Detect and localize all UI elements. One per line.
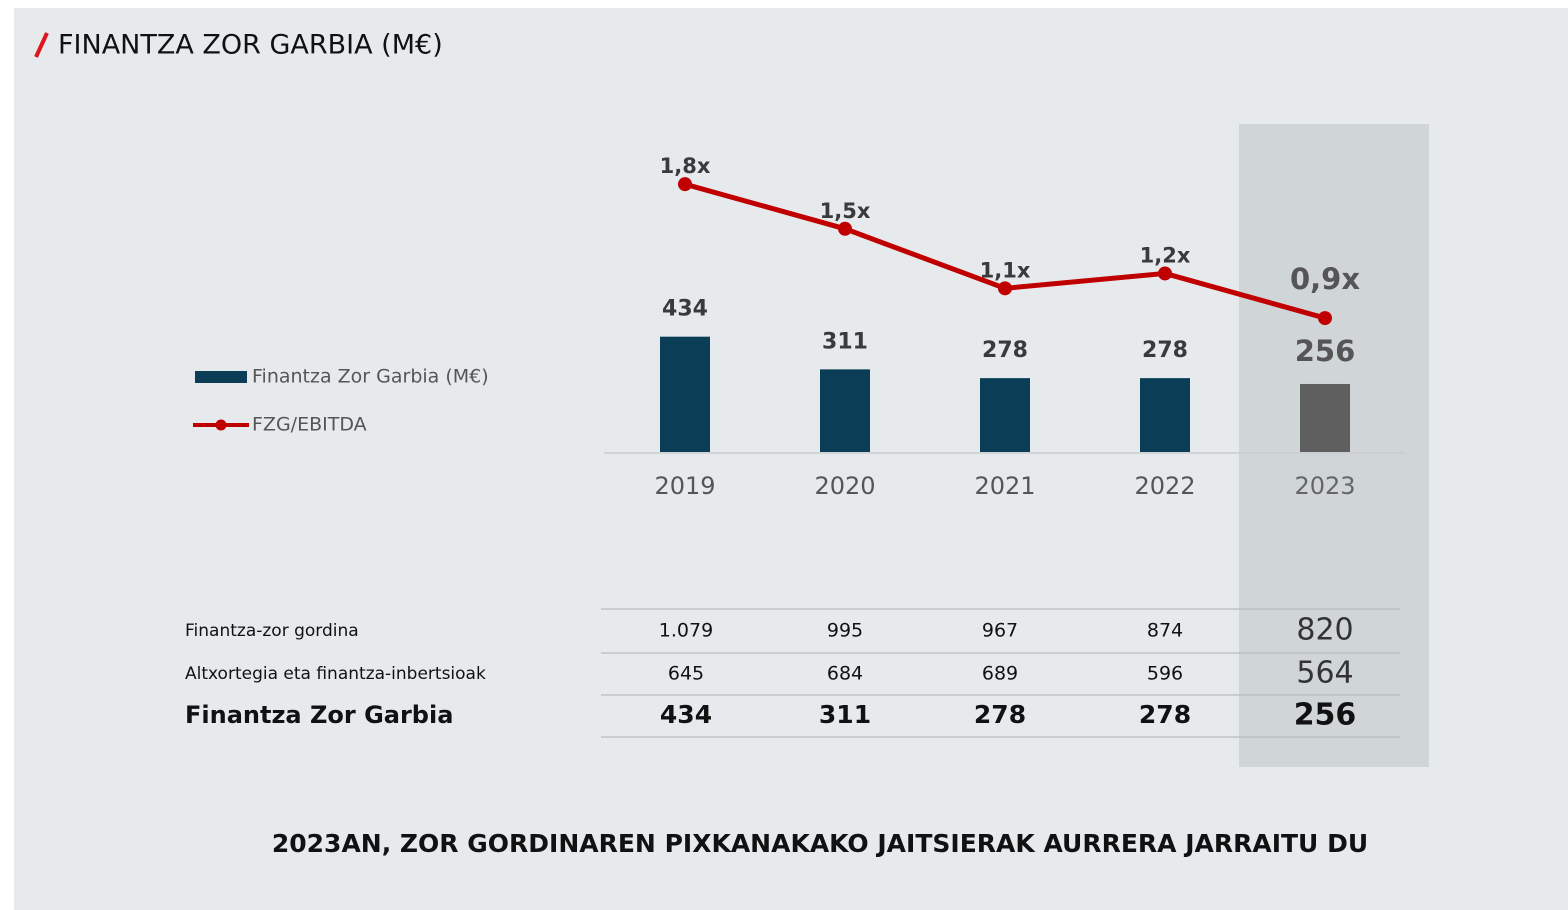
bar-value-label: 311 [822,329,868,354]
line-marker [678,177,692,192]
table-cell: 278 [974,700,1026,729]
x-tick-label: 2021 [974,472,1035,500]
line-value-label: 1,8x [660,154,711,178]
footer-text: 2023AN, ZOR GORDINAREN PIXKANAKAKO JAITS… [272,829,1368,858]
bar [980,378,1030,452]
line-marker [1318,311,1332,326]
x-tick-label: 2023 [1294,472,1355,500]
bar [1140,378,1190,452]
table-cell: 434 [660,700,712,729]
table-cell: 564 [1296,656,1353,691]
table-cell: 596 [1147,663,1183,685]
line-value-label: 0,9x [1290,262,1360,296]
line-marker [998,281,1012,296]
line-marker [1158,266,1172,281]
bar-value-label: 434 [662,297,708,322]
row-label: Finantza Zor Garbia [185,701,453,729]
line-value-label: 1,5x [820,199,871,223]
table-cell: 256 [1294,698,1357,733]
table-cell: 645 [668,663,704,685]
bar-value-label: 278 [982,338,1028,363]
x-tick-label: 2019 [654,472,715,500]
table-cell: 278 [1139,700,1191,729]
title-slash [34,32,49,58]
x-tick-label: 2022 [1134,472,1195,500]
bar [820,369,870,452]
table-cell: 995 [827,620,863,642]
row-label: Altxortegia eta finantza-inbertsioak [185,664,486,684]
table-cell: 820 [1296,613,1353,648]
line-value-label: 1,1x [980,258,1031,282]
legend-label: Finantza Zor Garbia (M€) [252,366,489,388]
bar-value-label: 278 [1142,338,1188,363]
bar [660,336,710,452]
x-tick-label: 2020 [814,472,875,500]
line-marker [838,221,852,236]
row-label: Finantza-zor gordina [185,621,359,641]
table-cell: 1.079 [659,620,713,642]
table-cell: 311 [819,700,871,729]
chart-title: FINANTZA ZOR GARBIA (M€) [58,30,443,61]
table-cell: 967 [982,620,1018,642]
table-cell: 874 [1147,620,1183,642]
legend-label: FZG/EBITDA [252,414,367,436]
table-cell: 684 [827,663,863,685]
legend-swatch [195,371,247,383]
table-cell: 689 [982,663,1018,685]
bar [1300,383,1350,452]
line-value-label: 1,2x [1140,243,1191,267]
legend-swatch-marker [215,419,227,431]
bar-value-label: 256 [1295,334,1356,368]
